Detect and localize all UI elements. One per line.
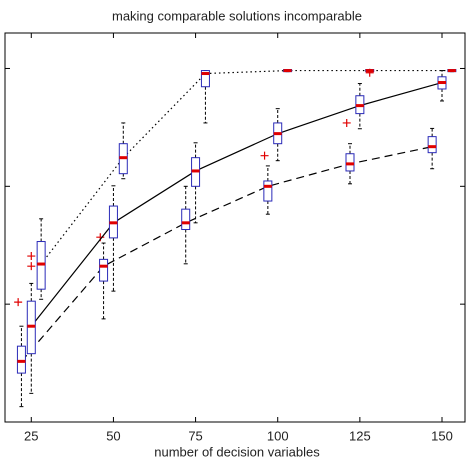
outlier: [365, 68, 374, 77]
outlier: [27, 252, 36, 261]
box: [181, 208, 191, 231]
box: [263, 180, 273, 202]
chart-title: making comparable solutions incomparable: [112, 8, 362, 23]
median-line: [40, 69, 452, 265]
outlier: [260, 151, 269, 160]
box: [200, 70, 210, 88]
x-tick-label: 125: [349, 428, 371, 443]
box: [16, 345, 26, 374]
outlier: [14, 298, 23, 307]
x-tick-label: 25: [24, 428, 38, 443]
box: [345, 153, 355, 172]
x-tick-label: 75: [188, 428, 202, 443]
x-tick-label: 100: [267, 428, 289, 443]
plot-frame: [4, 32, 466, 423]
outlier: [342, 118, 351, 127]
median-line: [30, 81, 443, 327]
outlier: [27, 262, 36, 271]
median-line: [20, 146, 433, 362]
x-tick-label: 50: [106, 428, 120, 443]
box: [99, 258, 109, 282]
x-axis-label: number of decision variables: [154, 444, 320, 459]
box: [427, 136, 437, 154]
x-tick-label: 150: [431, 428, 453, 443]
